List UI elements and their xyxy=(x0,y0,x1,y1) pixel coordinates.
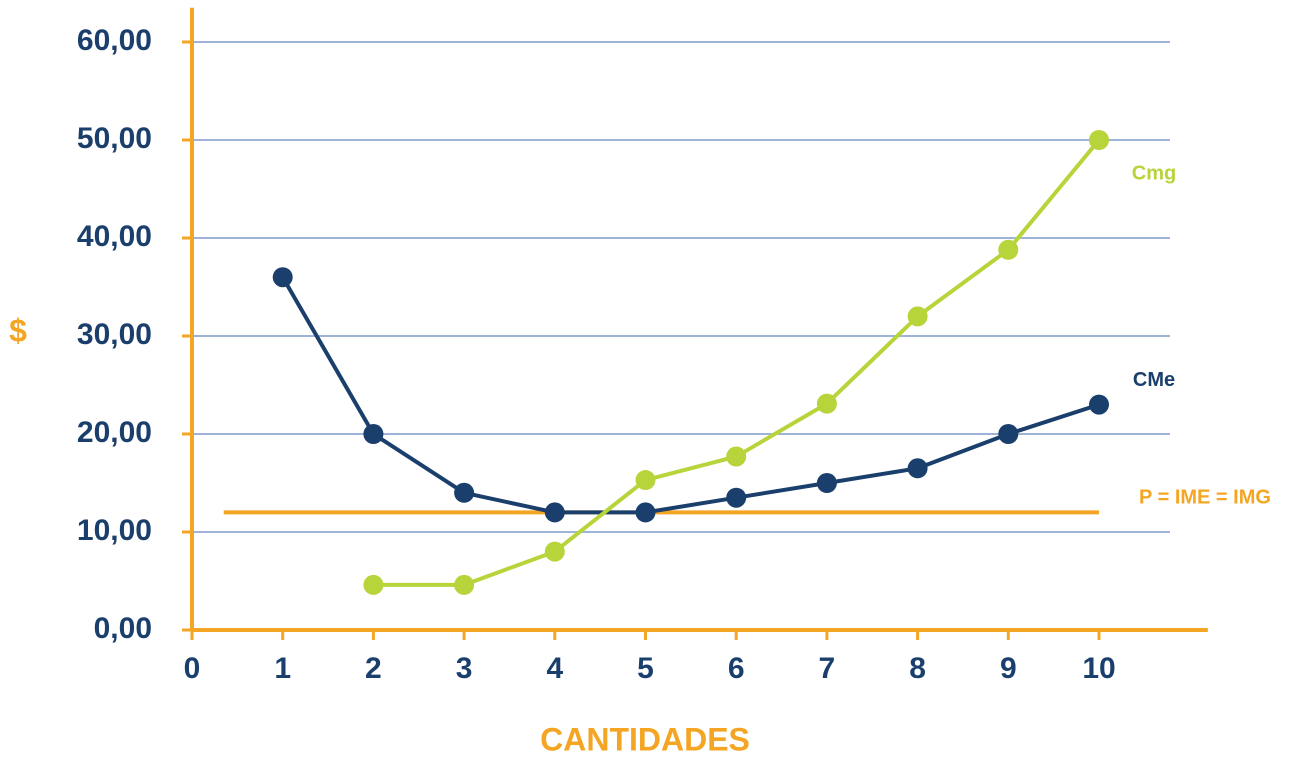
series-label: Cmg xyxy=(1132,162,1176,184)
data-point xyxy=(998,239,1019,260)
data-point xyxy=(363,574,384,595)
data-point xyxy=(1089,394,1109,415)
x-tick-label: 5 xyxy=(637,652,654,685)
series-line xyxy=(280,276,1100,515)
y-axis-label: $ xyxy=(9,312,27,348)
series-line xyxy=(373,138,1101,587)
data-point xyxy=(544,541,565,562)
data-point xyxy=(816,473,837,493)
x-tick-label: 3 xyxy=(456,652,473,685)
x-tick-label: 4 xyxy=(546,652,563,685)
y-tick-label: 40,00 xyxy=(77,220,152,253)
data-point xyxy=(907,306,928,327)
y-tick-label: 50,00 xyxy=(77,122,152,155)
data-point xyxy=(726,446,747,467)
x-tick-label: 9 xyxy=(1000,652,1017,685)
x-tick-label: 2 xyxy=(365,652,382,685)
data-point xyxy=(726,487,747,508)
y-tick-label: 0,00 xyxy=(94,612,152,645)
x-tick-label: 10 xyxy=(1082,652,1115,685)
x-tick-label: 7 xyxy=(819,652,836,685)
data-point xyxy=(635,502,656,523)
x-tick-label: 6 xyxy=(728,652,745,685)
data-point xyxy=(998,424,1019,444)
data-point xyxy=(454,574,475,595)
data-point xyxy=(635,470,656,491)
y-tick-label: 60,00 xyxy=(77,24,152,57)
x-axis-label: CANTIDADES xyxy=(540,721,750,757)
data-point xyxy=(272,267,293,288)
line-label: P = IME = IMG xyxy=(1139,487,1271,509)
data-point xyxy=(454,482,475,503)
y-tick-label: 10,00 xyxy=(77,514,152,547)
data-point xyxy=(363,424,384,444)
data-point xyxy=(907,458,928,479)
x-tick-label: 1 xyxy=(274,652,291,685)
data-point xyxy=(816,393,837,414)
series-label: CMe xyxy=(1133,369,1175,391)
data-point xyxy=(1089,130,1109,150)
x-tick-label: 8 xyxy=(909,652,926,685)
y-tick-label: 20,00 xyxy=(77,416,152,449)
x-tick-label: 0 xyxy=(184,652,201,685)
data-point xyxy=(544,502,565,523)
y-tick-label: 30,00 xyxy=(77,318,152,351)
